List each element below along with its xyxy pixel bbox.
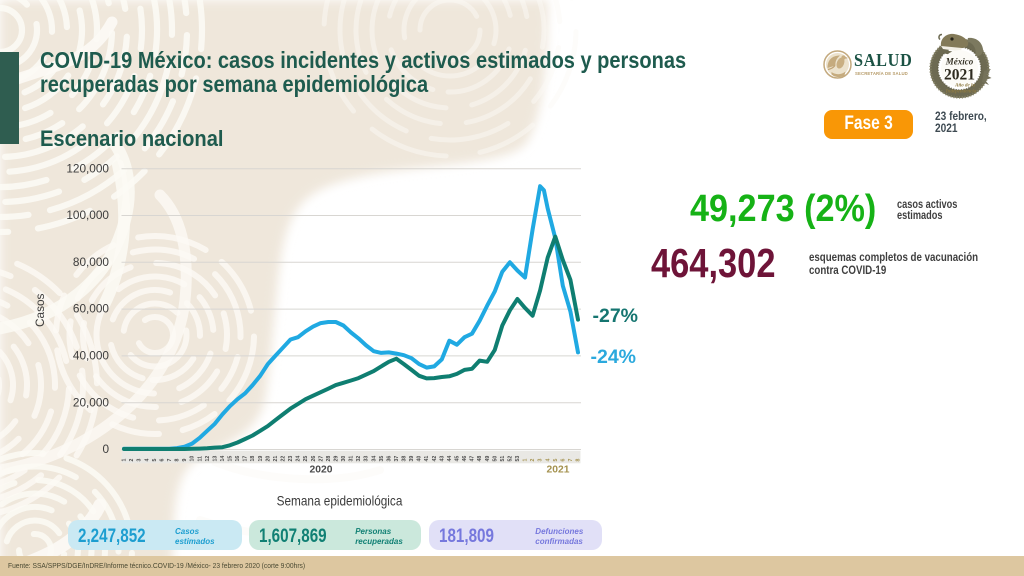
svg-text:16: 16 [235, 456, 241, 462]
svg-text:3: 3 [137, 459, 143, 462]
svg-text:Casos: Casos [33, 293, 47, 327]
svg-text:37: 37 [394, 456, 400, 462]
svg-text:48: 48 [477, 456, 483, 462]
svg-text:35: 35 [379, 456, 385, 462]
svg-text:8: 8 [576, 459, 582, 462]
svg-text:27: 27 [318, 456, 324, 462]
svg-text:2021: 2021 [944, 67, 975, 84]
svg-text:Año de la: Año de la [954, 84, 975, 89]
svg-text:2: 2 [530, 459, 536, 462]
svg-text:28: 28 [326, 456, 332, 462]
svg-text:120,000: 120,000 [66, 161, 109, 175]
svg-text:8: 8 [175, 459, 181, 462]
svg-text:42: 42 [432, 456, 438, 462]
svg-text:7: 7 [167, 459, 173, 462]
svg-text:25: 25 [303, 456, 309, 462]
svg-text:6: 6 [560, 459, 566, 462]
svg-text:52: 52 [508, 456, 514, 462]
svg-text:38: 38 [402, 456, 408, 462]
svg-text:13: 13 [212, 456, 218, 462]
svg-text:México: México [945, 57, 974, 67]
svg-text:17: 17 [243, 456, 249, 462]
svg-text:45: 45 [455, 456, 461, 462]
svg-text:50: 50 [492, 456, 498, 462]
svg-text:60,000: 60,000 [73, 302, 110, 316]
svg-text:34: 34 [371, 456, 377, 462]
svg-text:40: 40 [417, 456, 423, 462]
svg-text:4: 4 [545, 459, 551, 462]
svg-text:2020: 2020 [310, 465, 333, 476]
svg-text:29: 29 [333, 456, 339, 462]
svg-text:32: 32 [356, 456, 362, 462]
svg-text:2021: 2021 [547, 465, 570, 476]
svg-text:40,000: 40,000 [73, 349, 110, 363]
svg-text:47: 47 [470, 456, 476, 462]
svg-text:15: 15 [228, 456, 234, 462]
svg-text:26: 26 [311, 456, 317, 462]
svg-text:Semana epidemiológica: Semana epidemiológica [277, 494, 404, 509]
svg-text:4: 4 [144, 459, 150, 462]
svg-text:2: 2 [129, 459, 135, 462]
svg-text:39: 39 [409, 456, 415, 462]
svg-text:21: 21 [273, 456, 279, 462]
svg-text:30: 30 [341, 456, 347, 462]
svg-text:49: 49 [485, 456, 491, 462]
svg-text:11: 11 [197, 456, 203, 462]
svg-text:100,000: 100,000 [66, 208, 109, 222]
svg-text:19: 19 [258, 456, 264, 462]
svg-text:80,000: 80,000 [73, 255, 110, 269]
svg-text:5: 5 [553, 459, 559, 462]
svg-text:46: 46 [462, 456, 468, 462]
svg-text:5: 5 [152, 459, 158, 462]
svg-text:23: 23 [288, 456, 294, 462]
svg-text:-24%: -24% [591, 346, 637, 368]
svg-text:22: 22 [281, 456, 287, 462]
svg-text:36: 36 [386, 456, 392, 462]
svg-text:20,000: 20,000 [73, 395, 110, 409]
svg-text:41: 41 [424, 456, 430, 462]
svg-text:7: 7 [568, 459, 574, 462]
svg-text:53: 53 [515, 456, 521, 462]
svg-text:33: 33 [364, 456, 370, 462]
svg-text:9: 9 [182, 459, 188, 462]
svg-text:18: 18 [250, 456, 256, 462]
svg-text:3: 3 [538, 459, 544, 462]
svg-text:1: 1 [523, 459, 529, 462]
svg-text:-27%: -27% [593, 305, 639, 327]
svg-text:51: 51 [500, 456, 506, 462]
svg-text:Independencia: Independencia [945, 90, 977, 95]
svg-text:44: 44 [447, 456, 453, 462]
svg-text:20: 20 [265, 456, 271, 462]
svg-text:10: 10 [190, 456, 196, 462]
svg-text:43: 43 [439, 456, 445, 462]
svg-text:31: 31 [349, 456, 355, 462]
svg-text:0: 0 [102, 442, 109, 456]
svg-text:6: 6 [159, 459, 165, 462]
svg-text:14: 14 [220, 456, 226, 462]
svg-text:12: 12 [205, 456, 211, 462]
svg-text:24: 24 [296, 456, 302, 462]
svg-text:1: 1 [122, 459, 128, 462]
